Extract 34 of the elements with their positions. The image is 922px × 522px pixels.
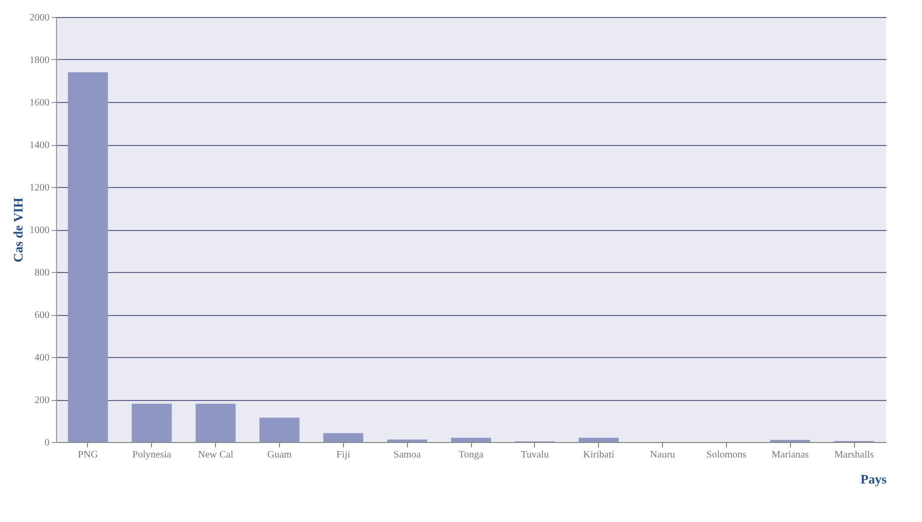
y-tick-label: 1600 xyxy=(30,98,50,108)
bar xyxy=(578,438,619,442)
x-tick-label: Kiribati xyxy=(583,450,614,460)
y-tick-label: 400 xyxy=(34,352,50,364)
x-tick-label: Samoa xyxy=(394,450,422,460)
y-tick-label: 600 xyxy=(34,310,50,321)
x-tick-label: Polynesia xyxy=(132,450,172,460)
bar xyxy=(259,418,300,442)
y-axis-title: Cas de VIH xyxy=(10,198,26,262)
bar xyxy=(451,438,491,442)
bar xyxy=(387,439,428,442)
bar xyxy=(196,404,236,442)
y-tick-label: 1800 xyxy=(30,55,50,66)
x-tick-label: Solomons xyxy=(706,450,746,460)
x-tick-label: Tuvalu xyxy=(520,450,549,460)
x-tick-label: Fiji xyxy=(336,450,350,460)
y-tick-label: 800 xyxy=(34,268,50,278)
y-tick-label: 0 xyxy=(44,438,50,448)
x-axis-title: Pays xyxy=(860,472,886,486)
x-tick-label: Marianas xyxy=(772,450,809,460)
x-tick-label: New Cal xyxy=(198,450,234,460)
x-tick-label: Tonga xyxy=(458,450,484,460)
bar xyxy=(132,404,172,442)
y-tick-label: 1000 xyxy=(30,225,50,236)
x-tick-label: Guam xyxy=(267,450,292,460)
y-tick-label: 2000 xyxy=(30,12,50,24)
x-tick-label: PNG xyxy=(78,450,98,460)
bar xyxy=(323,433,364,442)
bar xyxy=(68,72,108,442)
y-tick-label: 1400 xyxy=(30,140,50,151)
x-tick-label: Marshalls xyxy=(834,450,874,460)
y-tick-label: 1200 xyxy=(30,182,50,194)
x-tick-label: Nauru xyxy=(650,450,676,460)
y-tick-label: 200 xyxy=(34,395,50,406)
